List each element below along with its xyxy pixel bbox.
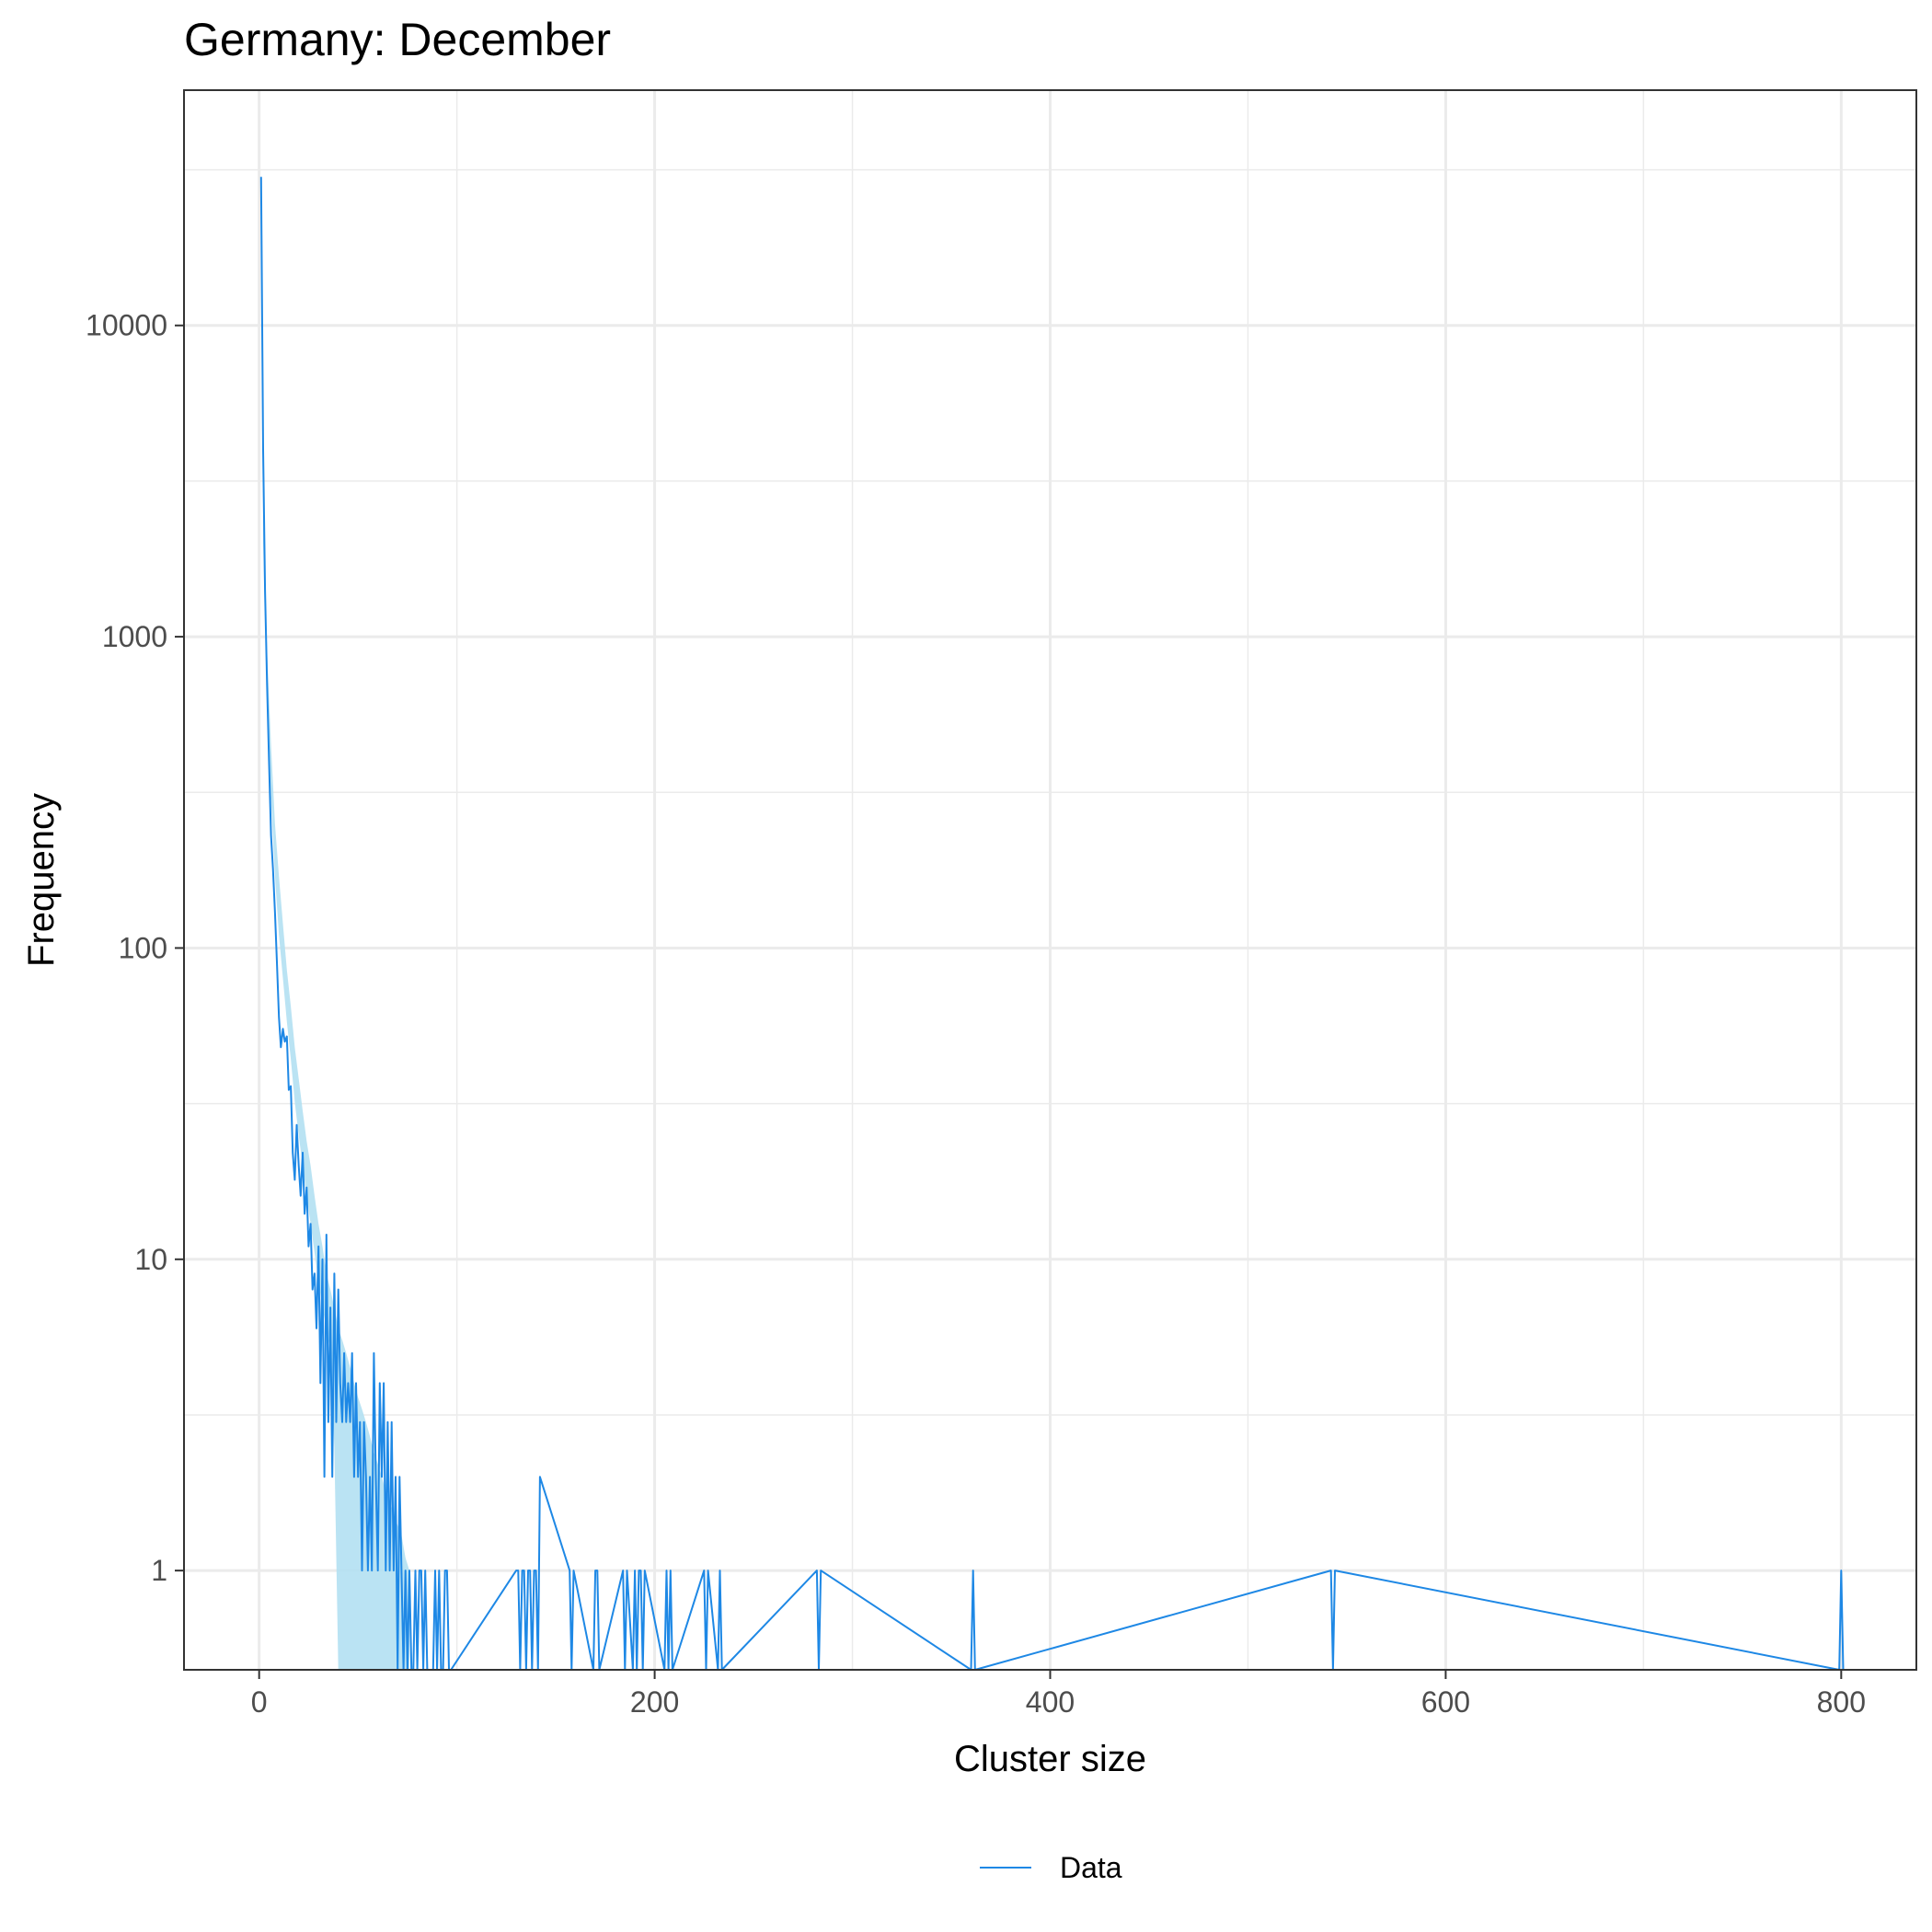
- y-tick-label: 10: [134, 1243, 167, 1276]
- y-tick-label: 10000: [86, 309, 167, 342]
- y-tick-label: 1000: [102, 620, 167, 653]
- x-axis: 0 200 400 600 800: [251, 1670, 1866, 1719]
- grid-lines: [184, 90, 1916, 1670]
- x-tick-label: 0: [251, 1685, 268, 1719]
- legend: Data: [980, 1851, 1122, 1884]
- y-axis: 1 10 100 1000 10000: [86, 309, 184, 1587]
- series-line-data: [259, 177, 1845, 1671]
- legend-label-data: Data: [1060, 1851, 1122, 1884]
- x-tick-label: 600: [1421, 1685, 1470, 1719]
- y-tick-label: 100: [119, 931, 167, 964]
- series-layer: [259, 177, 1845, 1671]
- y-axis-title: Frequency: [21, 793, 62, 967]
- x-tick-label: 400: [1026, 1685, 1075, 1719]
- chart-title: Germany: December: [184, 14, 611, 65]
- y-tick-label: 1: [151, 1554, 167, 1587]
- x-tick-label: 200: [630, 1685, 679, 1719]
- x-tick-label: 800: [1817, 1685, 1866, 1719]
- x-axis-title: Cluster size: [954, 1739, 1146, 1779]
